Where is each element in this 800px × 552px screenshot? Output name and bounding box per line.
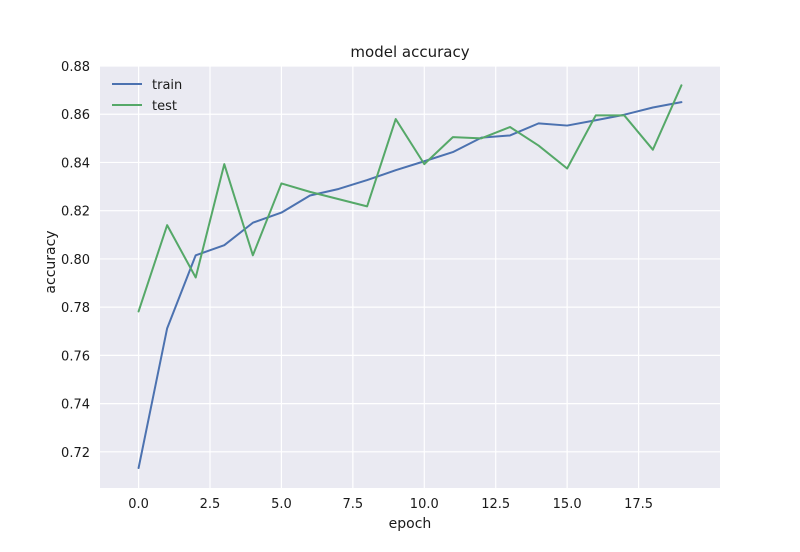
- x-tick-label: 10.0: [410, 497, 439, 512]
- grid-lines: [100, 65, 720, 488]
- y-tick-label: 0.82: [61, 205, 90, 220]
- y-axis-ticks: 0.72 0.74 0.76 0.78 0.80 0.82 0.84 0.86 0.88: [61, 60, 90, 461]
- y-tick-label: 0.88: [61, 60, 90, 75]
- x-tick-label: 17.5: [624, 497, 653, 512]
- x-tick-label: 7.5: [343, 497, 364, 512]
- y-tick-label: 0.84: [61, 156, 90, 171]
- x-axis-label: epoch: [389, 516, 432, 532]
- y-axis-label: accuracy: [43, 230, 59, 293]
- y-tick-label: 0.74: [61, 398, 90, 413]
- legend-label-test: test: [152, 99, 177, 114]
- y-tick-label: 0.78: [61, 301, 90, 316]
- plot-area: [100, 66, 720, 488]
- x-tick-label: 12.5: [481, 497, 510, 512]
- chart-title: model accuracy: [350, 43, 469, 61]
- y-tick-label: 0.76: [61, 349, 90, 364]
- x-tick-label: 2.5: [200, 497, 221, 512]
- x-tick-label: 5.0: [271, 497, 292, 512]
- y-tick-label: 0.86: [61, 108, 90, 123]
- x-tick-label: 15.0: [553, 497, 582, 512]
- legend-label-train: train: [152, 78, 182, 93]
- y-tick-label: 0.72: [61, 446, 90, 461]
- series-layer: [137, 84, 683, 469]
- x-tick-label: 0.0: [128, 497, 149, 512]
- legend: train test: [112, 78, 182, 114]
- series-line-test: [137, 84, 683, 313]
- y-tick-label: 0.80: [61, 253, 90, 268]
- x-axis-ticks: 0.0 2.5 5.0 7.5 10.0 12.5 15.0 17.5: [128, 497, 653, 512]
- series-line-train: [137, 101, 683, 469]
